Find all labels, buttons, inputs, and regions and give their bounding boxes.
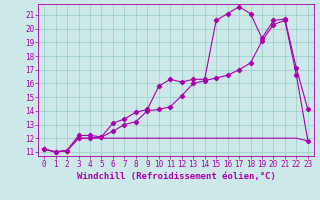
X-axis label: Windchill (Refroidissement éolien,°C): Windchill (Refroidissement éolien,°C) bbox=[76, 172, 276, 181]
